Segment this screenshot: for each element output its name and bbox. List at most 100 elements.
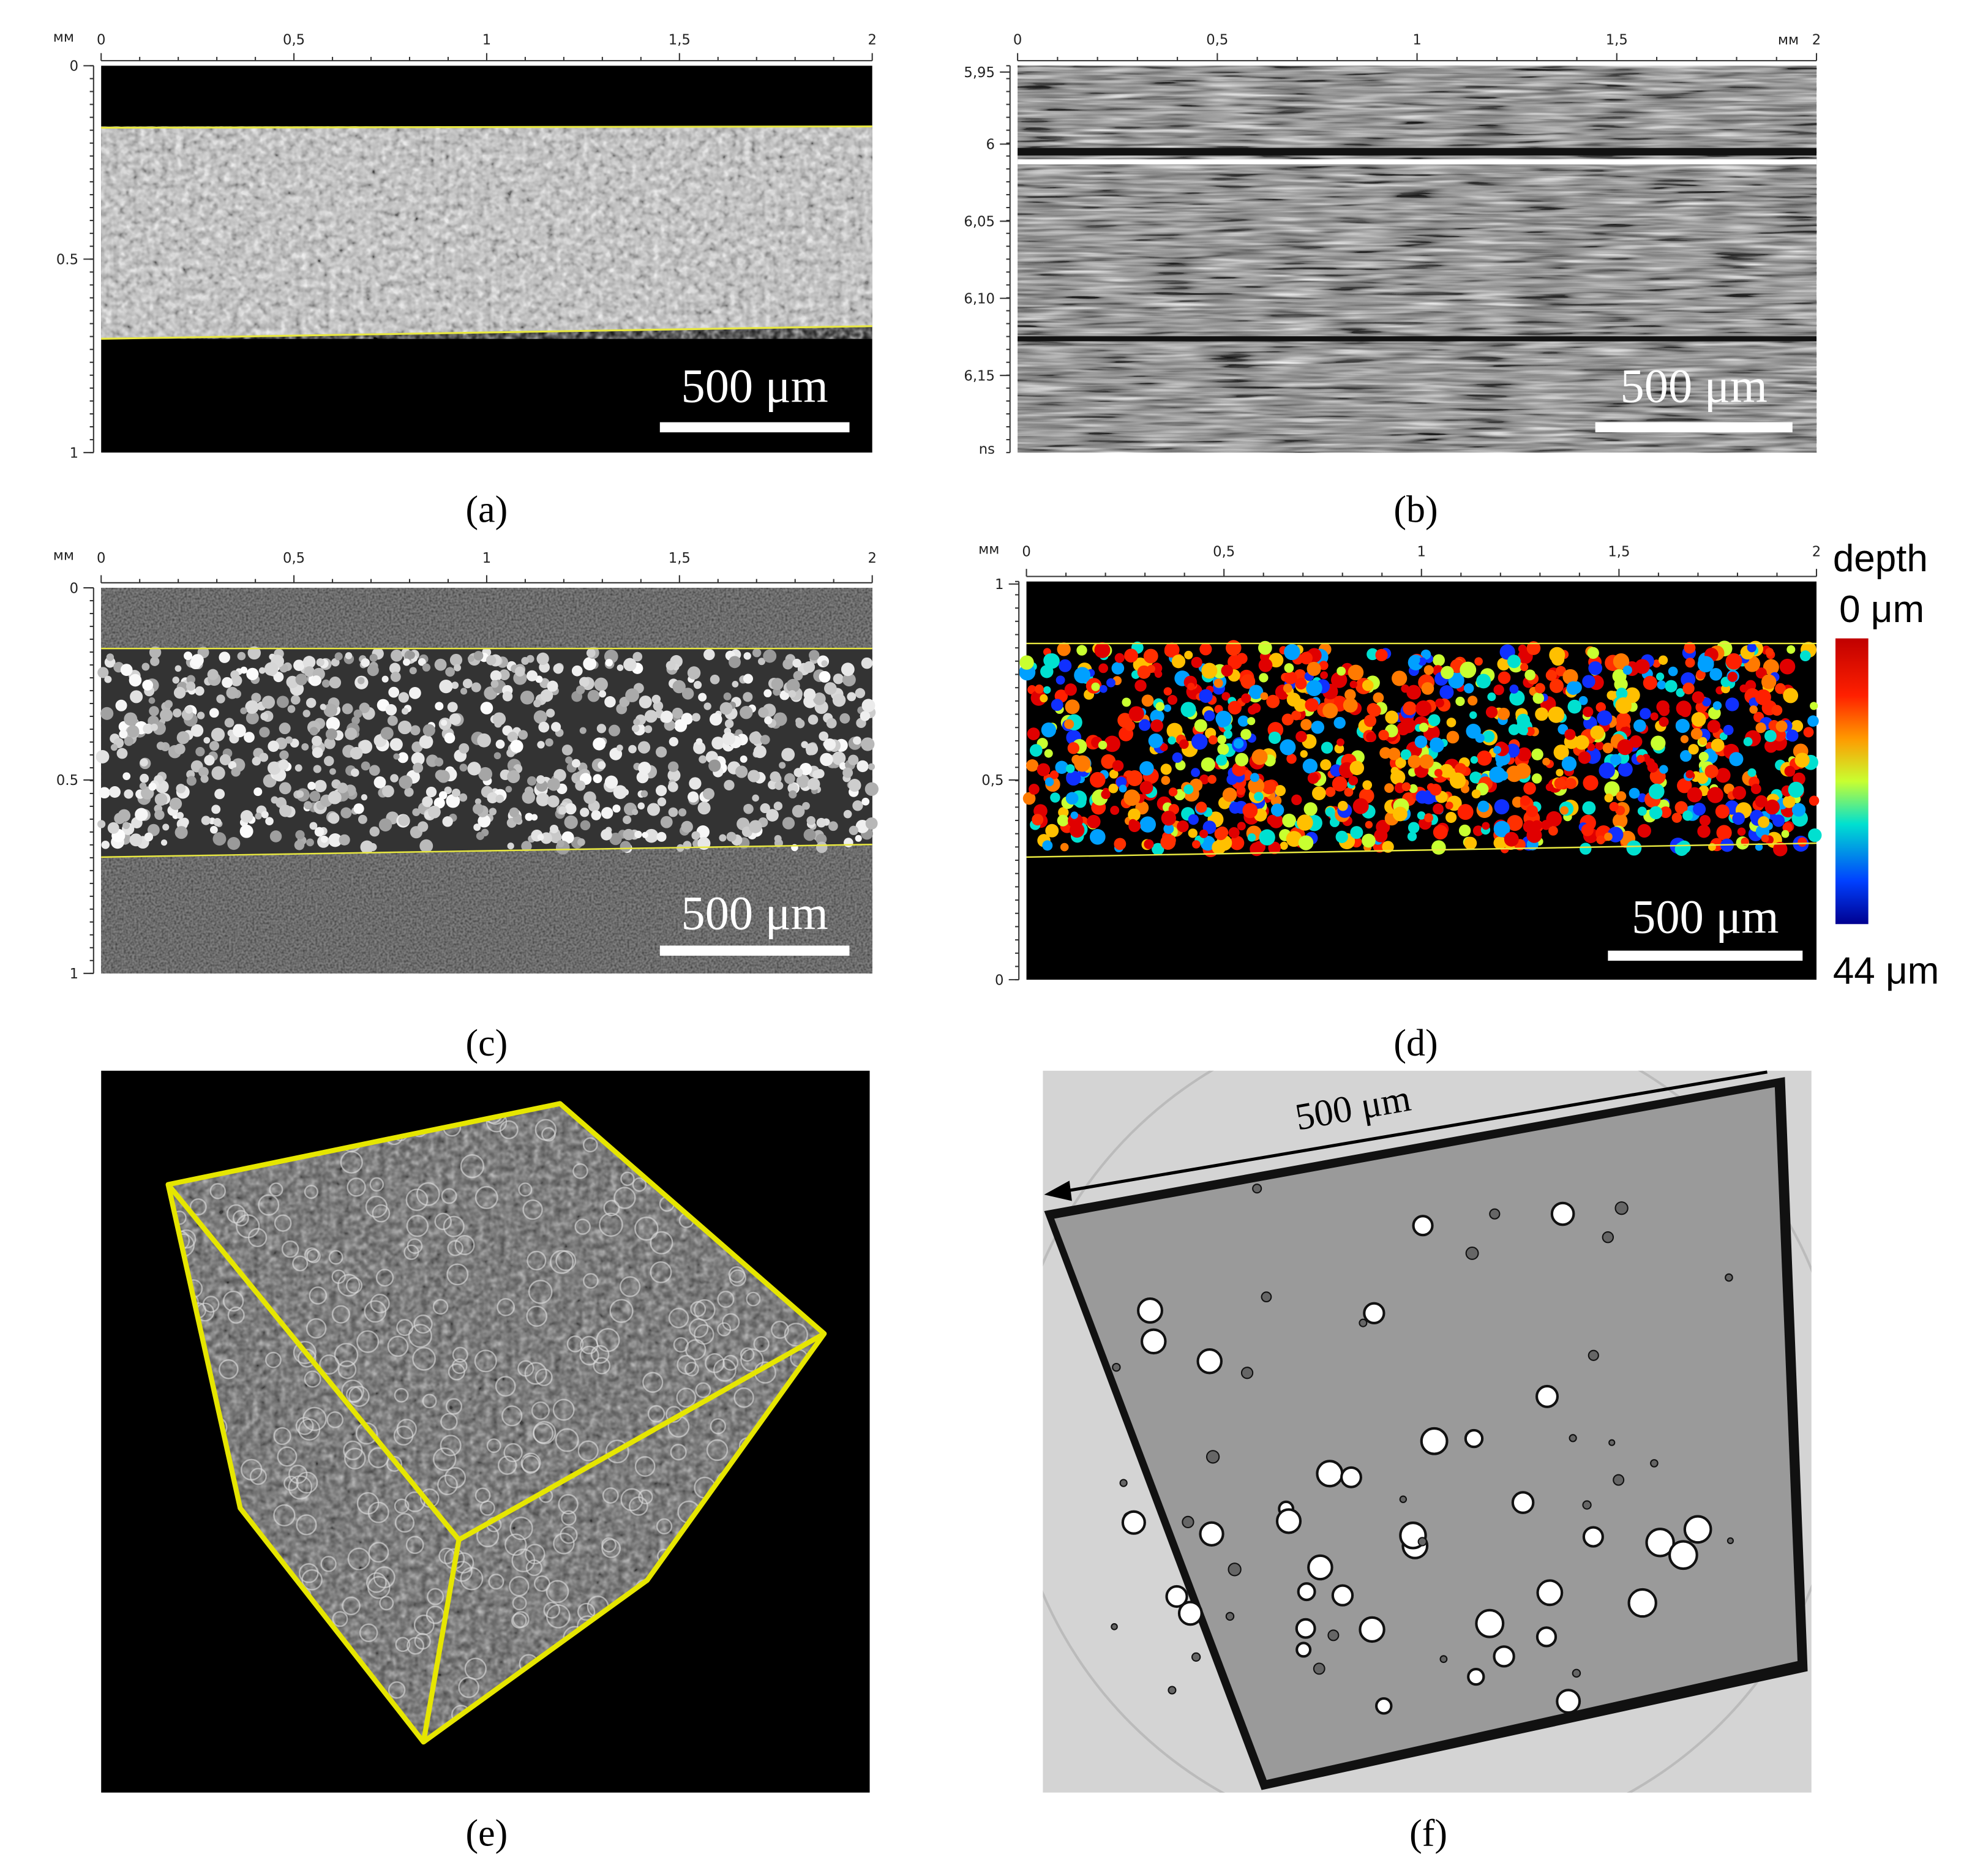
particle (521, 841, 532, 852)
particle (1291, 794, 1302, 806)
particle (571, 759, 580, 768)
particle (676, 1387, 697, 1408)
particle (695, 738, 703, 745)
particle (416, 1182, 440, 1206)
particle (1348, 776, 1359, 786)
pore (1359, 1616, 1385, 1643)
particle (551, 722, 561, 732)
particle (109, 786, 121, 798)
particle (107, 822, 119, 834)
particle (306, 1318, 327, 1339)
particle (531, 814, 538, 821)
particle (723, 692, 732, 700)
particle (160, 708, 173, 722)
particle (1485, 706, 1498, 718)
particle (486, 1438, 501, 1454)
particle (1578, 696, 1588, 705)
particle (1531, 748, 1543, 760)
particle (412, 808, 421, 816)
particle (1241, 693, 1251, 704)
particle (379, 1596, 394, 1611)
particle (228, 760, 237, 770)
particle (497, 1298, 515, 1316)
particle (1637, 806, 1647, 816)
particle (476, 831, 485, 840)
pore (1588, 1349, 1599, 1361)
particle (1332, 776, 1348, 792)
particle (1709, 667, 1722, 681)
particle (647, 1405, 665, 1423)
particle (408, 686, 421, 699)
particle (478, 767, 493, 781)
particle (1602, 743, 1613, 754)
particle (522, 790, 536, 804)
particle (407, 1238, 423, 1254)
particle (743, 692, 753, 702)
particle (763, 649, 777, 663)
particle (1487, 692, 1496, 702)
particle (1677, 778, 1692, 794)
particle (1228, 700, 1242, 715)
particle (267, 761, 281, 775)
particle (252, 756, 261, 766)
particle (340, 807, 352, 819)
particle (729, 656, 741, 669)
particle (1475, 733, 1485, 743)
particle (839, 762, 847, 770)
particle (367, 664, 379, 677)
pore (1582, 1526, 1604, 1548)
particle (574, 1218, 591, 1235)
particle (821, 660, 828, 667)
particle (124, 737, 134, 746)
particle (1526, 641, 1541, 655)
particle (1616, 791, 1627, 801)
y-unit-label: ns (979, 441, 995, 457)
particle (802, 801, 810, 810)
particle (324, 737, 336, 749)
particle (1045, 824, 1059, 838)
particle (651, 694, 661, 704)
particle (337, 1360, 357, 1379)
particle (603, 1199, 620, 1217)
particle (1681, 672, 1696, 687)
pore (1489, 1208, 1501, 1220)
particle (760, 803, 770, 814)
particle (1684, 642, 1696, 654)
particle (753, 1335, 770, 1353)
particle (533, 699, 541, 708)
particle (388, 1681, 406, 1699)
particle (1352, 798, 1369, 814)
particle (604, 775, 618, 789)
particle (419, 735, 433, 749)
particle (1168, 787, 1178, 797)
particle (1616, 688, 1628, 700)
particle (399, 775, 413, 789)
pore (1464, 1428, 1484, 1449)
particle (413, 1314, 433, 1334)
particle (1520, 726, 1529, 735)
particle (1582, 801, 1596, 815)
particle (269, 830, 282, 842)
particle (688, 791, 699, 803)
particle (268, 740, 279, 752)
particle (1050, 792, 1060, 803)
particle (1037, 763, 1051, 776)
particle (1164, 642, 1180, 658)
particle (690, 1300, 707, 1317)
particle (1784, 765, 1796, 777)
particle (124, 789, 133, 799)
particle (444, 732, 456, 744)
pore (1439, 1655, 1448, 1664)
particle (1098, 663, 1108, 673)
particle (164, 700, 173, 708)
particle (1160, 743, 1168, 751)
unit-label: мм (978, 541, 999, 557)
particle (740, 1348, 764, 1372)
particle (655, 746, 667, 758)
particle (1128, 819, 1138, 827)
particle (122, 772, 131, 781)
particle (1228, 827, 1240, 839)
particle (1430, 737, 1444, 751)
particle (342, 703, 353, 715)
particle (1556, 768, 1564, 777)
